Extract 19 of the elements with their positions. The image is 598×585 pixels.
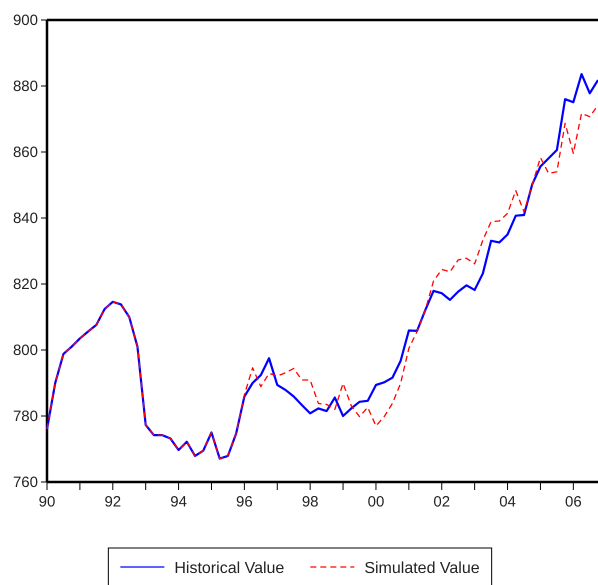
x-tick-label: 02 (433, 494, 450, 510)
y-tick-label: 780 (12, 408, 38, 425)
y-tick-label: 900 (12, 12, 38, 29)
legend-label: Simulated Value (364, 560, 480, 577)
y-tick-label: 880 (12, 78, 38, 95)
y-tick-label: 760 (12, 474, 38, 491)
x-tick-label: 04 (499, 494, 516, 510)
y-tick-label: 860 (12, 144, 38, 161)
y-tick-label: 800 (12, 342, 38, 359)
x-tick-label: 94 (170, 494, 187, 510)
x-tick-label: 96 (236, 494, 253, 510)
x-tick-label: 90 (38, 494, 56, 510)
x-tick-label: 98 (302, 494, 319, 510)
x-tick-label: 92 (104, 494, 122, 510)
legend-label: Historical Value (174, 560, 284, 577)
y-tick-label: 840 (12, 210, 38, 227)
x-tick-label: 06 (564, 494, 582, 510)
x-tick-label: 00 (368, 494, 384, 510)
y-tick-label: 820 (12, 276, 38, 293)
